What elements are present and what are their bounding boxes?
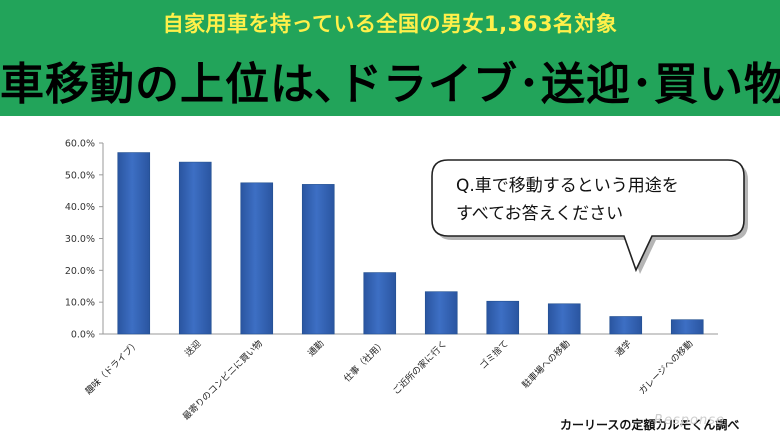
y-tick-label: 10.0% [65,298,95,309]
y-tick-label: 0.0% [71,330,95,341]
question-line-1: Q.車で移動するという用途を [456,176,679,196]
bar [363,272,397,335]
x-tick-label: ゴミ捨て [477,338,511,372]
speech-bubble [431,159,745,273]
bar [240,182,274,335]
y-tick-label: 60.0% [65,139,95,150]
bar [424,291,458,335]
y-tick-label: 40.0% [65,202,95,213]
bar [547,303,581,335]
bar [117,152,151,335]
question-line-2: すべてお答えください [456,204,624,224]
x-tick-label: 駐車場への移動 [519,338,572,391]
bar [301,184,335,335]
x-tick-label: 送迎 [182,338,203,359]
header-banner: 自家用車を持っている全国の男女1,363名対象 車移動の上位は､ドライブ･送迎･… [0,0,780,116]
survey-subtitle: 自家用車を持っている全国の男女1,363名対象 [162,12,618,36]
x-tick-label: 通学 [613,338,634,359]
y-tick-label: 30.0% [65,234,95,245]
y-tick-label: 20.0% [65,266,95,277]
bar [670,319,704,335]
bar [486,300,520,335]
bar [609,316,643,335]
y-tick-label: 50.0% [65,170,95,181]
headline-title: 車移動の上位は､ドライブ･送迎･買い物 [0,59,780,110]
watermark-logo: Response [654,413,726,428]
source-credit: カーリースの定額カルモくん調べ [560,418,740,432]
x-tick-label: ガレージへの移動 [636,338,695,397]
x-tick-label: ご近所の家に行く [390,338,449,397]
question-callout-text: Q.車で移動するという用途を すべてお答えください [456,172,726,228]
x-tick-label: 通勤 [305,338,326,359]
x-tick-label: 仕事（社用） [341,338,388,385]
x-tick-label: 趣味（ドライブ） [82,338,141,397]
bar-chart: 0.0% 10.0% 20.0% 30.0% 40.0% 50.0% 60.0% 趣味（ドライ… [65,139,748,422]
bar [178,161,212,335]
